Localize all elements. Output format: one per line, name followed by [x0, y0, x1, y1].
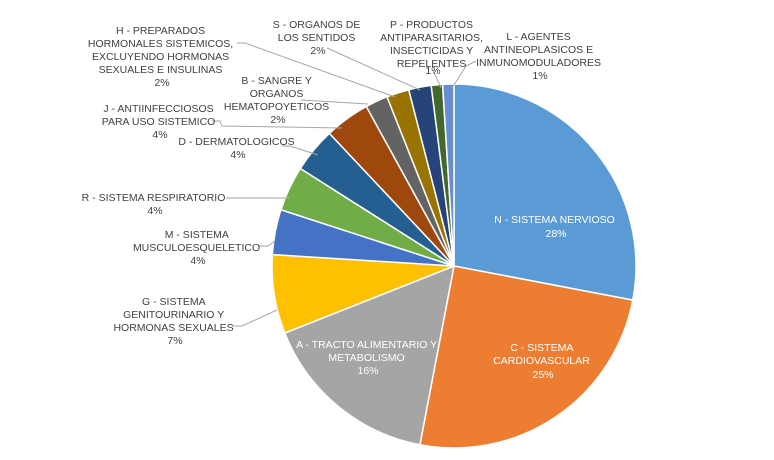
label-r-value: 4%: [147, 205, 162, 217]
label-j: J - ANTIINFECCIOSOS PARA USO SISTEMICO 4…: [102, 103, 219, 141]
label-n-value: 28%: [545, 228, 566, 240]
pie-slice-a: [283, 264, 455, 446]
label-m-line2: MUSCULOESQUELETICO: [133, 242, 260, 254]
pie-slice-c: [419, 265, 634, 449]
label-d-name: D - DERMATOLOGICOS: [178, 136, 294, 148]
leader-line-d: [282, 145, 319, 156]
data-labels: N - SISTEMA NERVIOSO 28% C - SISTEMA CAR…: [82, 19, 618, 381]
label-j-line1: J - ANTIINFECCIOSOS: [103, 103, 213, 115]
label-h-line1: H - PREPARADOS: [116, 25, 205, 37]
label-n: N - SISTEMA NERVIOSO 28%: [494, 214, 618, 240]
leader-line-b: [300, 99, 369, 105]
label-d: D - DERMATOLOGICOS 4%: [178, 136, 297, 161]
label-n-name: N - SISTEMA NERVIOSO: [494, 214, 615, 226]
label-g: G - SISTEMA GENITOURINARIO Y HORMONAS SE…: [113, 296, 236, 347]
label-p: P - PRODUCTOS ANTIPARASITARIOS, INSECTIC…: [380, 19, 486, 77]
label-m: M - SISTEMA MUSCULOESQUELETICO 4%: [133, 229, 263, 267]
label-l-line1: L - AGENTES: [506, 31, 570, 43]
label-c-line2: CARDIOVASCULAR: [493, 355, 590, 367]
label-b-line2: ORGANOS: [250, 88, 304, 100]
label-g-line1: G - SISTEMA: [142, 296, 206, 308]
label-m-value: 4%: [190, 255, 205, 267]
label-b-value: 2%: [270, 114, 285, 126]
label-s-value: 2%: [310, 45, 325, 57]
label-l: L - AGENTES ANTINEOPLASICOS E INMUNOMODU…: [476, 31, 604, 82]
leader-line-p: [432, 69, 442, 89]
label-g-line3: HORMONAS SEXUALES: [113, 322, 233, 334]
label-j-line2: PARA USO SISTEMICO: [102, 116, 216, 128]
leader-lines: [212, 42, 477, 327]
pie-slice-n: [453, 83, 637, 301]
label-p-line4: REPELENTES: [397, 58, 466, 70]
pie-slices: [271, 83, 637, 449]
label-b-line3: HEMATOPOYETICOS: [224, 101, 329, 113]
label-g-line2: GENITOURINARIO Y: [123, 309, 224, 321]
label-l-value: 1%: [532, 70, 547, 82]
label-c-line1: C - SISTEMA: [510, 342, 573, 354]
label-l-line3: INMUNOMODULADORES: [476, 57, 601, 69]
leader-line-s: [326, 47, 421, 91]
leader-line-m: [258, 240, 276, 247]
label-s: S - ORGANOS DE LOS SENTIDOS 2%: [273, 19, 363, 57]
label-d-value: 4%: [230, 149, 245, 161]
leader-line-l: [451, 60, 477, 89]
label-p-line1: P - PRODUCTOS: [390, 19, 473, 31]
label-a-value: 16%: [357, 365, 378, 377]
label-g-value: 7%: [167, 335, 182, 347]
label-c-value: 25%: [532, 369, 553, 381]
label-r: R - SISTEMA RESPIRATORIO 4%: [82, 192, 229, 217]
label-a-line1: A - TRACTO ALIMENTARIO Y: [296, 339, 437, 351]
label-j-value: 4%: [152, 129, 167, 141]
label-a: A - TRACTO ALIMENTARIO Y METABOLISMO 16%: [296, 339, 440, 377]
label-b: B - SANGRE Y ORGANOS HEMATOPOYETICOS 2%: [224, 75, 332, 126]
label-h-line4: SEXUALES E INSULINAS: [99, 64, 223, 76]
label-p-line2: ANTIPARASITARIOS,: [380, 32, 483, 44]
leader-line-g: [232, 309, 278, 327]
label-b-line1: B - SANGRE Y: [241, 75, 311, 87]
label-r-name: R - SISTEMA RESPIRATORIO: [82, 192, 226, 204]
label-c: C - SISTEMA CARDIOVASCULAR 25%: [493, 342, 593, 381]
label-m-line1: M - SISTEMA: [165, 229, 229, 241]
label-s-line2: LOS SENTIDOS: [278, 32, 356, 44]
label-l-line2: ANTINEOPLASICOS E: [484, 44, 593, 56]
label-h-line2: HORMONALES SISTEMICOS,: [88, 38, 233, 50]
leader-line-j: [212, 120, 343, 129]
label-s-line1: S - ORGANOS DE: [273, 19, 361, 31]
label-h: H - PREPARADOS HORMONALES SISTEMICOS, EX…: [88, 25, 236, 89]
label-h-value: 2%: [154, 77, 169, 89]
leader-line-h: [237, 42, 396, 98]
label-p-value: 1%: [425, 65, 440, 77]
label-p-line3: INSECTICIDAS Y: [390, 45, 473, 57]
label-a-line2: METABOLISMO: [328, 352, 404, 364]
label-h-line3: EXCLUYENDO HORMONAS: [92, 51, 229, 63]
